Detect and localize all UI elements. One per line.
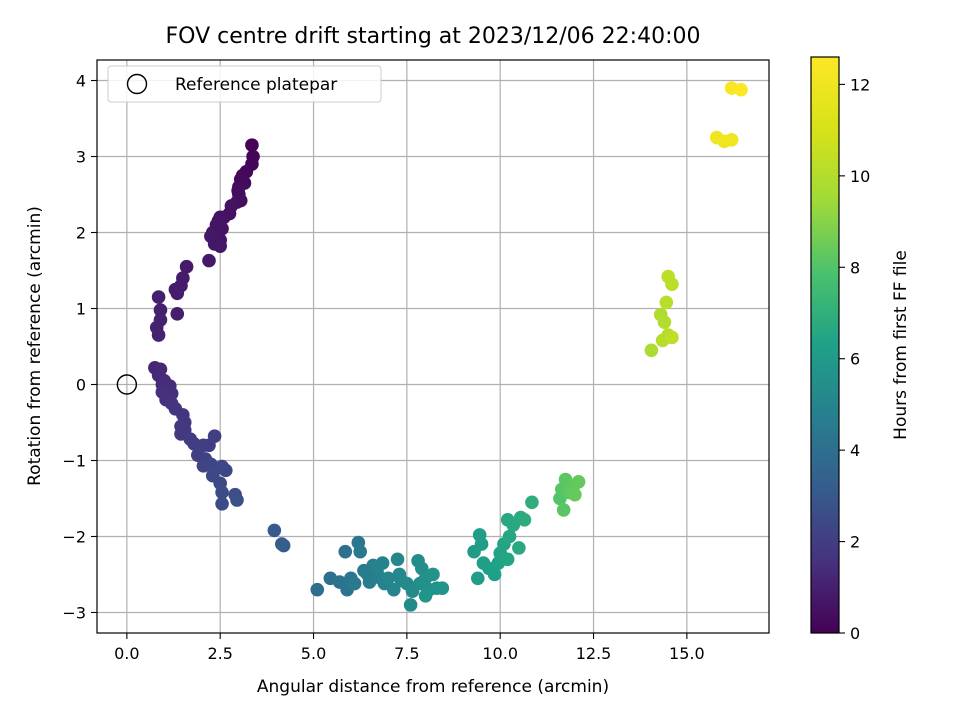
x-tick-label: 12.5 [576,644,612,663]
data-point [517,512,532,527]
data-point [665,277,679,291]
data-point [568,487,582,502]
data-point [644,343,659,358]
data-point [215,497,229,511]
chart-title: FOV centre drift starting at 2023/12/06 … [166,24,701,49]
colorbar-tick-label: 4 [850,441,860,460]
x-axis-ticks: 0.0 2.5 5.0 7.5 10.0 12.5 15.0 [114,633,705,663]
data-point [310,582,325,597]
data-point [659,295,674,310]
data-point [426,567,440,582]
colorbar-label: Hours from first FF file [891,250,911,440]
data-point [381,571,396,586]
data-point [734,82,748,97]
data-point [525,495,539,510]
data-point [202,253,216,268]
data-point [170,307,185,321]
data-point [403,598,418,612]
data-point [204,229,218,244]
y-tick-label: 3 [76,148,86,167]
x-tick-label: 0.0 [114,644,139,663]
data-point [338,544,353,559]
data-point [657,315,672,329]
colorbar-tick-label: 2 [850,533,860,552]
data-point [375,556,390,570]
data-point [435,581,450,595]
data-point [213,239,227,253]
y-tick-label: 0 [76,375,86,394]
data-point [502,529,517,544]
data-point [472,528,487,542]
colorbar-gradient [810,56,840,634]
data-point [219,463,233,478]
y-axis-ticks: −3 −2 −1 0 1 2 3 4 [62,72,97,622]
data-point [390,552,405,567]
x-tick-label: 10.0 [482,644,518,663]
data-point [215,485,229,500]
data-point [230,493,244,507]
data-point [347,576,362,591]
data-point [387,582,401,597]
data-point [724,132,739,147]
x-axis-label: Angular distance from reference (arcmin) [257,677,609,697]
reference-marker-layer [116,374,138,395]
data-point [245,138,259,152]
data-point [665,330,679,345]
colorbar-tick-label: 6 [850,350,860,369]
x-tick-label: 15.0 [669,644,705,663]
data-point [471,571,485,586]
colorbar-ticks: 0 2 4 6 8 10 12 [839,75,870,643]
colorbar: 0 2 4 6 8 10 12 Hours from first FF file [810,56,911,643]
data-point [353,544,368,559]
y-tick-label: 2 [76,224,86,243]
data-point [362,575,377,589]
data-point [170,286,185,301]
data-point [512,541,526,555]
grid [97,60,769,633]
data-point [267,523,282,538]
y-tick-label: −1 [62,451,86,470]
legend-box [107,65,382,103]
colorbar-tick-label: 0 [850,624,860,643]
data-point [418,588,433,603]
data-point [207,429,222,443]
colorbar-tick-label: 10 [850,167,870,186]
data-point [276,538,291,553]
y-tick-label: −2 [62,527,86,546]
data-point [487,567,502,582]
data-points [148,81,748,612]
data-point [500,552,515,567]
y-axis-label: Rotation from reference (arcmin) [25,206,45,486]
data-point [153,303,168,317]
legend: Reference platepar [107,65,382,103]
colorbar-tick-label: 12 [850,75,870,94]
y-tick-label: 1 [76,300,86,319]
plot-frame [96,59,770,634]
y-tick-label: −3 [62,603,86,622]
reference-platepar-marker [116,374,138,395]
x-tick-label: 5.0 [301,644,326,663]
data-point [556,503,571,517]
x-tick-label: 7.5 [394,644,419,663]
data-point [151,290,166,304]
colorbar-tick-label: 8 [850,258,860,277]
x-tick-label: 2.5 [207,644,232,663]
data-point [571,474,586,489]
legend-reference-marker [126,73,148,95]
y-tick-label: 4 [76,72,86,91]
legend-label: Reference platepar [175,75,337,95]
data-point [179,259,194,274]
data-point [151,328,166,342]
